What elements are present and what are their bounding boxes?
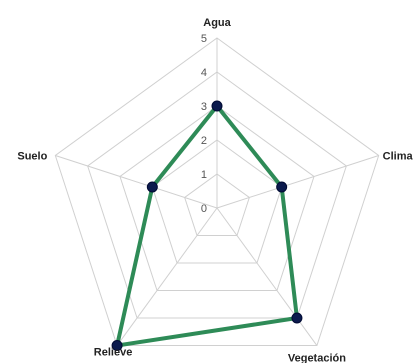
grid-ring-4 (87, 71, 347, 319)
grid-ring-1 (184, 173, 250, 237)
grid-ring-3 (119, 105, 315, 292)
axis-label-suelo: Suelo (17, 150, 47, 162)
radar-spokes (55, 38, 379, 346)
tick-label-3: 3 (201, 101, 207, 113)
spoke-relieve (116, 207, 218, 346)
axis-label-vegetación: Vegetación (288, 353, 346, 363)
tick-label-2: 2 (201, 135, 207, 147)
tick-label-1: 1 (201, 169, 207, 181)
data-point-agua (211, 100, 223, 112)
spoke-vegetación (216, 207, 318, 346)
data-point-vegetación (291, 312, 303, 324)
radar-grid (54, 37, 380, 347)
grid-ring-2 (151, 139, 283, 264)
radial-tick-labels: 0 1 2 3 4 5 (201, 33, 207, 215)
spoke-suelo (55, 154, 218, 209)
spoke-clima (216, 154, 379, 209)
tick-label-4: 4 (201, 67, 207, 79)
axis-label-agua: Agua (203, 17, 231, 29)
axis-label-clima: Clima (383, 150, 414, 162)
axis-label-relieve: Relieve (94, 347, 133, 359)
data-point-suelo (146, 181, 158, 193)
axis-labels: Agua Clima Vegetación Relieve Suelo (17, 17, 413, 363)
data-point-clima (276, 181, 288, 193)
series-line (115, 104, 299, 348)
tick-label-0: 0 (201, 203, 207, 215)
data-point-relieve (111, 340, 123, 352)
grid-ring-5 (54, 37, 380, 347)
radar-markers (111, 100, 303, 352)
tick-label-5: 5 (201, 33, 207, 45)
radar-series (115, 104, 299, 348)
